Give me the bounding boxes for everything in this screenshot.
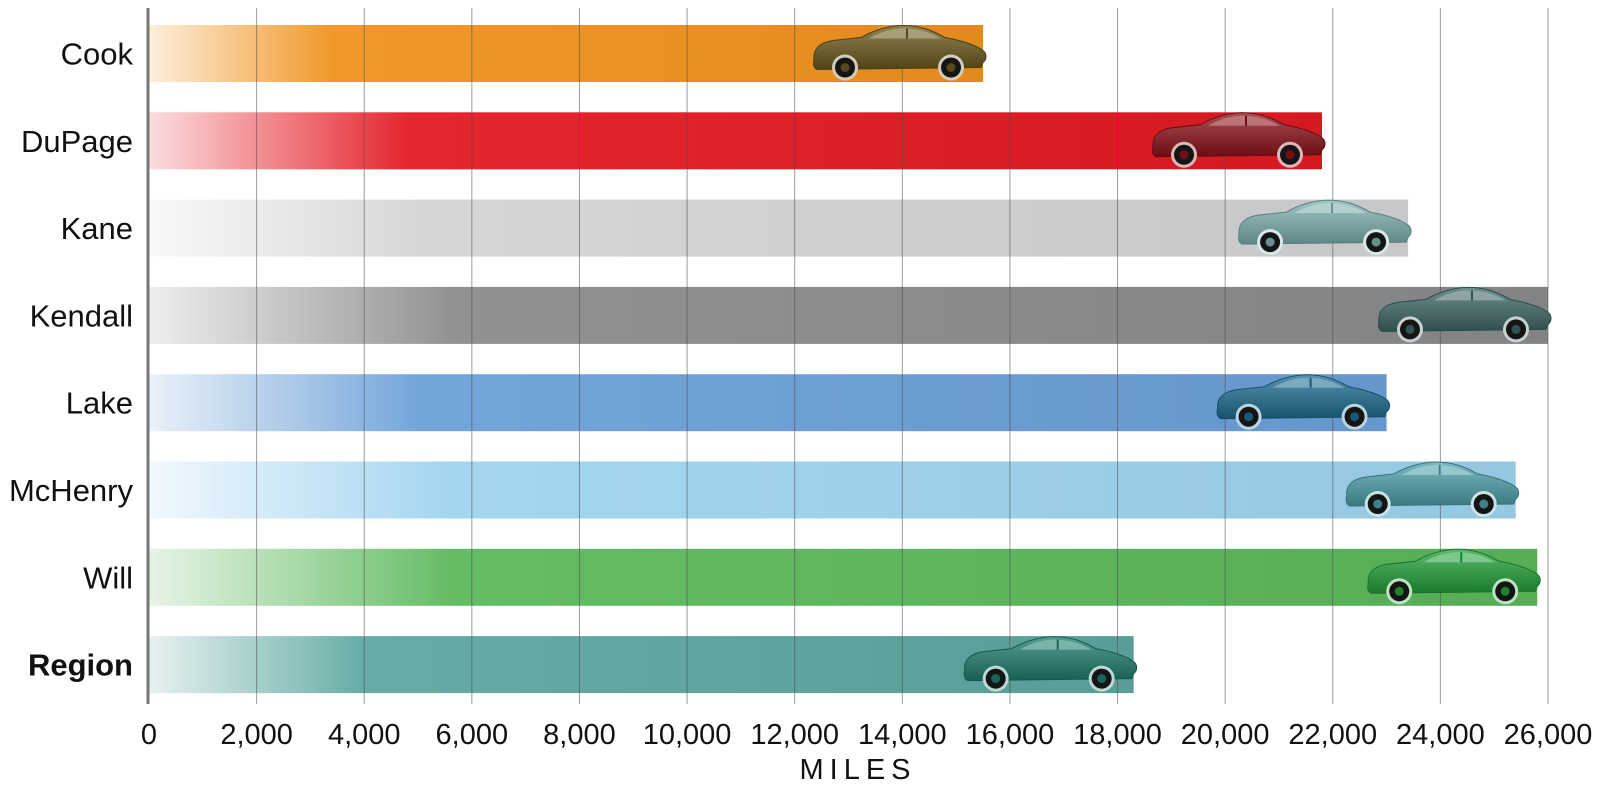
- x-tick-label: 20,000: [1181, 719, 1270, 751]
- x-tick-label: 16,000: [966, 719, 1055, 751]
- car-icon: [1151, 112, 1326, 168]
- x-tick-label: 26,000: [1504, 719, 1593, 751]
- x-tick-label: 22,000: [1288, 719, 1377, 751]
- bars: [149, 25, 1548, 694]
- bar-kendall: [149, 286, 1548, 344]
- x-tick-label: 2,000: [220, 719, 293, 751]
- grid-lines: [256, 8, 1549, 704]
- car-icon: [1238, 199, 1412, 256]
- x-tick-label: 4,000: [328, 719, 401, 751]
- category-label: Will: [83, 560, 133, 595]
- bar-mchenry: [149, 461, 1516, 519]
- x-tick-label: 10,000: [643, 719, 732, 751]
- x-tick-label: 14,000: [858, 719, 947, 751]
- car-icon: [1367, 548, 1541, 605]
- x-tick-label: 24,000: [1396, 719, 1485, 751]
- car-icon: [1216, 374, 1391, 430]
- category-label: Kendall: [30, 298, 133, 333]
- category-label: Lake: [66, 386, 133, 421]
- x-tick-labels: 0 2,000 4,000 6,000 8,000 10,000 12,000 14,000 1…: [141, 719, 1592, 751]
- car-icon: [1345, 461, 1520, 517]
- x-tick-label: 18,000: [1073, 719, 1162, 751]
- car-icon: [1377, 286, 1552, 343]
- category-label: Kane: [61, 211, 133, 246]
- bar-will: [149, 548, 1538, 606]
- category-labels: Cook DuPage Kane Kendall Lake McHenry Will Regi…: [9, 37, 134, 683]
- x-tick-label: 12,000: [750, 719, 839, 751]
- x-axis-title: MILES: [799, 754, 916, 786]
- car-icon: [963, 636, 1138, 692]
- category-label: McHenry: [9, 473, 134, 508]
- car-markers: [812, 24, 1552, 692]
- bar-kane: [149, 199, 1409, 257]
- x-tick-label: 6,000: [436, 719, 509, 751]
- category-label: DuPage: [21, 124, 133, 159]
- x-tick-label: 0: [141, 719, 157, 751]
- category-label: Cook: [61, 37, 134, 72]
- bar-dupage: [149, 112, 1323, 170]
- car-icon: [812, 24, 987, 81]
- category-label: Region: [28, 648, 133, 683]
- x-tick-label: 8,000: [543, 719, 616, 751]
- bar-lake: [149, 374, 1387, 432]
